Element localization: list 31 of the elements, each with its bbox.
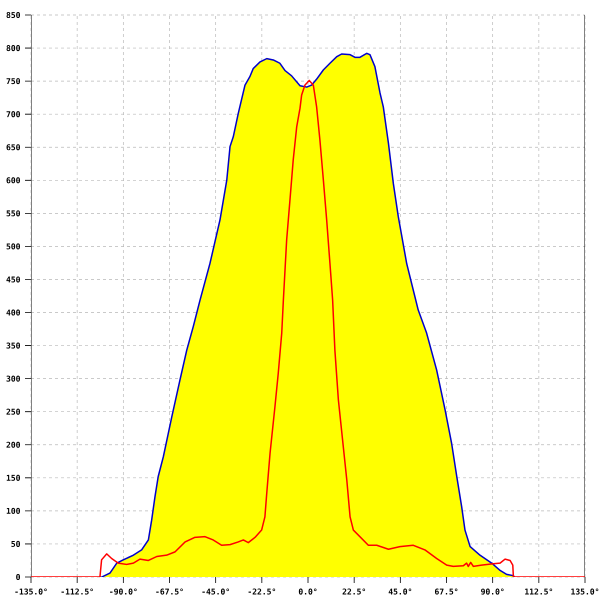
x-tick-label: 45.0° — [388, 588, 412, 595]
y-tick-label: 200 — [6, 442, 20, 448]
y-tick-label: 400 — [6, 310, 20, 316]
x-tick-label: 22.5° — [342, 588, 366, 595]
x-tick-label: 0.0° — [298, 588, 317, 595]
y-tick-label: 600 — [6, 177, 20, 184]
y-tick-label: 450 — [6, 276, 20, 282]
y-tick-label: 100 — [6, 508, 20, 514]
x-tick-label: -67.5° — [156, 588, 183, 595]
y-tick-label: 750 — [6, 78, 20, 84]
x-tick-label: -135.0° — [15, 588, 47, 595]
y-tick-label: 300 — [6, 376, 20, 382]
y-tick-label: 550 — [6, 210, 20, 216]
x-tick-label: -22.5° — [248, 588, 276, 595]
y-tick-label: 850 — [6, 12, 20, 18]
x-tick-label: 135.0° — [571, 588, 598, 595]
y-tick-label: 650 — [6, 144, 20, 150]
x-tick-label: -112.5° — [61, 588, 93, 595]
x-tick-label: 112.5° — [525, 588, 552, 595]
y-tick-label: 700 — [6, 111, 20, 118]
y-tick-label: 800 — [6, 45, 20, 52]
y-tick-label: 50 — [11, 540, 20, 547]
x-tick-label: -90.0° — [110, 588, 137, 595]
y-tick-label: 250 — [6, 408, 20, 415]
x-tick-label: 67.5° — [434, 588, 458, 595]
y-tick-label: 150 — [6, 474, 20, 481]
y-tick-label: 350 — [6, 342, 20, 349]
y-tick-label: 500 — [6, 243, 20, 250]
x-tick-label: 90.0° — [481, 588, 504, 595]
y-tick-label: 0 — [16, 574, 20, 580]
x-tick-label: -45.0° — [202, 588, 229, 595]
